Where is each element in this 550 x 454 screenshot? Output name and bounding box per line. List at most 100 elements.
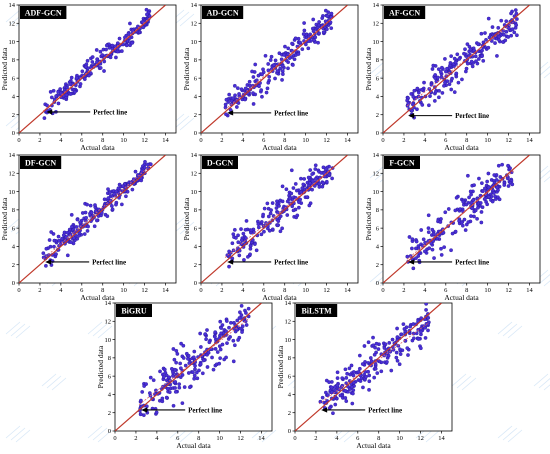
data-point — [227, 249, 231, 254]
data-point — [366, 340, 371, 345]
data-point — [459, 220, 464, 225]
data-point — [200, 371, 205, 376]
x-tick-label: 12 — [505, 137, 512, 144]
data-point — [69, 213, 74, 217]
data-point — [223, 102, 228, 107]
data-point — [254, 248, 259, 253]
data-point — [133, 169, 138, 174]
watermark-stroke — [369, 61, 385, 75]
data-point — [171, 347, 176, 351]
data-point — [148, 391, 152, 395]
data-point — [323, 8, 328, 13]
data-point — [368, 356, 373, 360]
points-group — [225, 163, 335, 269]
data-point — [463, 228, 468, 232]
data-point — [60, 236, 64, 241]
data-point — [284, 187, 289, 192]
y-axis-label: Predicted data — [0, 197, 9, 240]
data-point — [235, 318, 240, 323]
annotation-arrow-head — [46, 109, 53, 115]
data-point — [326, 393, 330, 397]
data-point — [335, 370, 340, 375]
data-point — [465, 42, 470, 46]
data-point — [104, 47, 108, 52]
data-point — [473, 54, 478, 59]
watermark-stroke — [497, 321, 513, 335]
data-point — [509, 11, 513, 16]
data-point — [515, 33, 519, 38]
data-point — [305, 195, 310, 199]
data-point — [199, 345, 203, 349]
y-tick-label: 4 — [194, 94, 198, 101]
data-point — [224, 329, 228, 334]
data-point — [364, 374, 368, 379]
data-point — [65, 253, 70, 258]
y-tick-label: 14 — [373, 2, 380, 9]
data-point — [416, 337, 421, 341]
data-point — [373, 366, 378, 371]
data-point — [327, 406, 332, 410]
data-point — [142, 413, 146, 418]
chart-title: BiLSTM — [301, 307, 332, 316]
y-tick-label: 0 — [108, 428, 111, 435]
data-point — [379, 369, 384, 374]
trend-line — [42, 164, 152, 260]
data-point — [317, 20, 321, 24]
y-tick-label: 6 — [194, 225, 198, 232]
watermark-stroke — [538, 274, 550, 285]
x-tick-label: 0 — [293, 435, 296, 442]
y-tick-label: 10 — [9, 39, 16, 46]
data-point — [276, 219, 281, 223]
data-point — [251, 102, 256, 106]
data-point — [102, 197, 107, 202]
perfect-line — [115, 303, 262, 431]
data-point — [423, 249, 427, 254]
x-tick-label: 0 — [113, 435, 116, 442]
data-point — [415, 86, 420, 91]
data-point — [344, 376, 349, 380]
y-tick-label: 10 — [9, 189, 16, 196]
y-tick-label: 12 — [191, 20, 198, 27]
y-tick-label: 4 — [376, 94, 380, 101]
x-tick-label: 10 — [302, 137, 309, 144]
data-point — [271, 63, 276, 67]
data-point — [329, 380, 334, 384]
data-point — [486, 194, 491, 199]
data-point — [288, 196, 292, 201]
data-point — [268, 58, 273, 62]
data-point — [98, 66, 103, 70]
data-point — [487, 35, 492, 40]
data-point — [84, 64, 88, 69]
data-point — [345, 371, 349, 376]
data-point — [496, 25, 501, 30]
data-point — [357, 353, 362, 358]
x-tick-label: 0 — [199, 137, 202, 144]
y-tick-label: 2 — [288, 410, 291, 417]
data-point — [243, 227, 248, 232]
x-tick-label: 8 — [465, 137, 468, 144]
data-point — [371, 335, 375, 340]
x-tick-label: 2 — [220, 287, 223, 294]
data-point — [294, 188, 299, 193]
data-point — [158, 369, 162, 374]
y-axis-label: Predicted data — [364, 47, 373, 90]
data-point — [397, 362, 402, 367]
data-point — [395, 335, 400, 339]
data-point — [351, 391, 355, 396]
data-point — [268, 211, 273, 216]
x-axis-label: Actual data — [444, 293, 479, 302]
x-tick-label: 12 — [417, 435, 424, 442]
watermark-stroke — [41, 373, 57, 387]
y-tick-label: 14 — [373, 152, 380, 159]
data-point — [54, 94, 58, 98]
data-point — [161, 375, 166, 379]
data-point — [452, 56, 457, 61]
data-point — [450, 231, 455, 236]
data-point — [165, 386, 170, 391]
data-point — [419, 228, 424, 232]
y-tick-label: 10 — [191, 189, 198, 196]
y-tick-label: 8 — [376, 57, 379, 64]
data-point — [497, 197, 502, 202]
x-tick-label: 2 — [134, 435, 137, 442]
data-point — [441, 230, 446, 235]
